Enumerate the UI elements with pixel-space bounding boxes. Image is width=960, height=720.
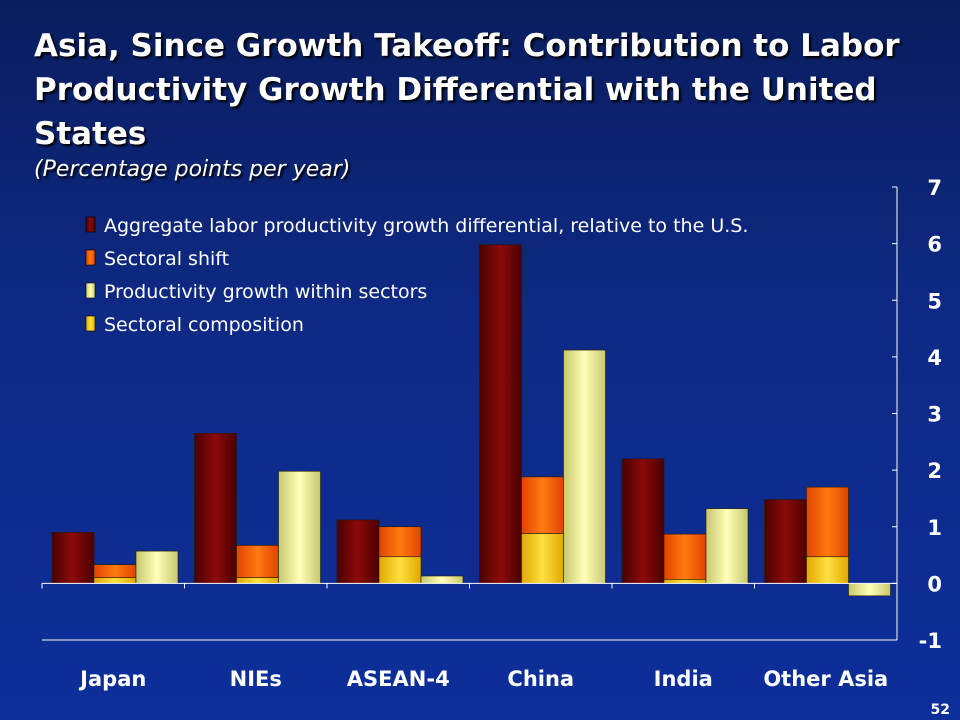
bar-sectoral-composition-india xyxy=(663,579,707,584)
bar-productivity-within-other-asia xyxy=(848,583,891,597)
page-number: 52 xyxy=(930,702,950,718)
bar-aggregate-china xyxy=(479,244,522,584)
bar-sectoral-composition-asean-4 xyxy=(378,556,422,584)
legend-swatch xyxy=(85,282,96,299)
legend-swatch xyxy=(85,315,96,332)
legend-label: Aggregate labor productivity growth diff… xyxy=(104,215,748,237)
y-tick-label: -1 xyxy=(919,629,942,653)
bar-aggregate-nies xyxy=(194,433,237,584)
bar-aggregate-japan xyxy=(51,532,95,584)
legend: Aggregate labor productivity growth diff… xyxy=(85,215,748,336)
bar-sectoral-composition-china xyxy=(521,533,564,584)
bar-sectoral-shift-other-asia xyxy=(806,486,849,558)
bar-aggregate-india xyxy=(621,458,665,584)
legend-label: Productivity growth within sectors xyxy=(104,281,427,303)
bar-productivity-within-india xyxy=(705,508,749,584)
x-category-label: Other Asia xyxy=(763,667,888,691)
legend-label: Sectoral composition xyxy=(104,314,304,336)
y-tick-label: 3 xyxy=(927,403,942,427)
bar-productivity-within-asean-4 xyxy=(420,575,464,584)
bar-aggregate-other-asia xyxy=(764,499,807,584)
y-tick-label: 1 xyxy=(927,516,942,540)
bar-productivity-within-japan xyxy=(135,550,179,584)
legend-label: Sectoral shift xyxy=(104,248,229,270)
y-ticks-group: -1 0 1 2 3 4 5 6 7 xyxy=(892,176,942,653)
x-category-label: NIEs xyxy=(230,667,282,691)
legend-swatch xyxy=(85,216,96,233)
bar-productivity-within-nies xyxy=(278,470,321,584)
bar-sectoral-shift-india xyxy=(663,533,707,580)
bar-sectoral-shift-nies xyxy=(236,545,279,579)
y-tick-label: 0 xyxy=(927,572,942,596)
y-tick-label: 7 xyxy=(927,176,942,200)
x-category-label: Japan xyxy=(78,667,146,691)
bars-group xyxy=(51,244,891,597)
y-tick-label: 5 xyxy=(927,289,942,313)
y-tick-label: 2 xyxy=(927,459,942,483)
legend-swatch xyxy=(85,249,96,266)
bar-sectoral-shift-china xyxy=(521,476,564,534)
y-tick-label: 6 xyxy=(927,233,942,257)
x-category-label: China xyxy=(507,667,574,691)
chart-title: Asia, Since Growth Takeoff: Contribution… xyxy=(34,28,900,152)
bar-aggregate-asean-4 xyxy=(336,519,380,584)
bar-sectoral-shift-japan xyxy=(93,564,137,579)
x-categories-group: Japan NIEs ASEAN-4 China India Other Asia xyxy=(78,667,888,691)
bar-sectoral-composition-other-asia xyxy=(806,556,849,584)
y-tick-label: 4 xyxy=(927,346,942,370)
bar-sectoral-composition-nies xyxy=(236,577,279,584)
x-category-label: ASEAN-4 xyxy=(347,667,450,691)
bar-sectoral-composition-japan xyxy=(93,577,137,584)
x-category-label: India xyxy=(654,667,713,691)
chart-subtitle: (Percentage points per year) xyxy=(34,157,351,182)
bar-sectoral-shift-asean-4 xyxy=(378,526,422,558)
bar-productivity-within-china xyxy=(563,349,606,584)
